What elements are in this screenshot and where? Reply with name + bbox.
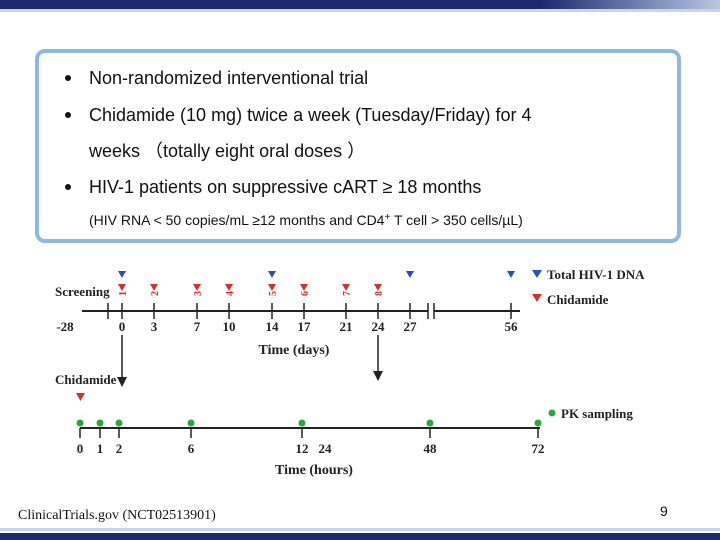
pk-sample-marker bbox=[426, 419, 434, 427]
dna-sample-marker bbox=[507, 271, 515, 278]
legend-label: PK sampling bbox=[561, 406, 633, 421]
dose-marker bbox=[118, 284, 126, 291]
day-tick-label: -28 bbox=[56, 319, 74, 334]
axis-title: Time (days) bbox=[259, 343, 330, 358]
legend-marker bbox=[532, 270, 542, 278]
dose-marker bbox=[225, 284, 233, 291]
dose-label: 1 bbox=[118, 291, 129, 296]
dose-label: 6 bbox=[300, 291, 311, 296]
legend-label: Chidamide bbox=[547, 292, 609, 307]
bullets: Non-randomized interventional trial Chid… bbox=[65, 68, 532, 228]
pk-sample-marker bbox=[298, 419, 306, 427]
axis-title: Time (hours) bbox=[275, 463, 353, 478]
bullet-box bbox=[35, 49, 681, 243]
dna-sample-marker bbox=[406, 271, 414, 278]
hour-tick-label: 48 bbox=[424, 441, 438, 456]
day-tick-label: 21 bbox=[340, 319, 353, 334]
legend-marker bbox=[548, 409, 556, 417]
pk-sample-marker bbox=[76, 419, 84, 427]
day-tick-label: 27 bbox=[404, 319, 418, 334]
dose-marker bbox=[150, 284, 158, 291]
day-tick-label: 7 bbox=[194, 319, 201, 334]
dose-marker bbox=[193, 284, 201, 291]
hour-tick-label: 12 bbox=[296, 441, 309, 456]
day-tick-label: 3 bbox=[151, 319, 158, 334]
day-tick-label: 56 bbox=[505, 319, 519, 334]
dose-label: 5 bbox=[268, 291, 279, 296]
note-part: T cell > 350 cells/µL) bbox=[390, 212, 522, 228]
dose-label: 3 bbox=[193, 291, 204, 296]
top-bar bbox=[0, 0, 720, 9]
bullet-text: weeks （totally eight oral doses ） bbox=[88, 141, 365, 161]
pk-sample-marker bbox=[187, 419, 195, 427]
bullet-dot bbox=[65, 75, 71, 81]
dose-marker bbox=[268, 284, 276, 291]
bullet-dot bbox=[65, 112, 71, 118]
dose-marker bbox=[342, 284, 350, 291]
dose-label: 2 bbox=[150, 291, 161, 296]
day-tick-label: 10 bbox=[223, 319, 236, 334]
hour-tick-label: 2 bbox=[116, 441, 123, 456]
hour-tick-label: 0 bbox=[77, 441, 84, 456]
screening-label: Screening bbox=[55, 284, 110, 299]
hour-tick-label: 24 bbox=[319, 441, 333, 456]
note-part: (HIV RNA < 50 copies/mL ≥12 months and C… bbox=[89, 212, 385, 228]
dose-marker bbox=[300, 284, 308, 291]
footer-source: ClinicalTrials.gov (NCT02513901) bbox=[18, 508, 216, 523]
pk-sample-marker bbox=[115, 419, 123, 427]
arrow-head bbox=[373, 371, 383, 381]
top-bar-strip bbox=[0, 9, 720, 12]
legend-marker bbox=[532, 294, 542, 302]
dna-sample-marker bbox=[118, 271, 126, 278]
arrow-head bbox=[117, 377, 127, 387]
bullet-dot bbox=[65, 184, 71, 190]
bottom-bar bbox=[0, 533, 720, 540]
note: (HIV RNA < 50 copies/mL ≥12 months and C… bbox=[89, 212, 523, 228]
note-sup: + bbox=[384, 212, 390, 223]
bullet-text: Chidamide (10 mg) twice a week (Tuesday/… bbox=[89, 105, 532, 125]
bottom-strip bbox=[0, 528, 720, 531]
dose-marker bbox=[76, 393, 85, 401]
pk-sample-marker bbox=[534, 419, 542, 427]
bullet-text: Non-randomized interventional trial bbox=[89, 68, 368, 88]
hour-tick-label: 6 bbox=[188, 441, 195, 456]
hour-tick-label: 72 bbox=[532, 441, 545, 456]
dose-label: 4 bbox=[225, 291, 236, 296]
bullet-text: HIV-1 patients on suppressive cART ≥ 18 … bbox=[89, 177, 481, 197]
dose-label: 8 bbox=[374, 291, 385, 296]
drug-label: Chidamide bbox=[55, 372, 117, 387]
day-tick-label: 17 bbox=[298, 319, 312, 334]
hour-tick-label: 1 bbox=[97, 441, 104, 456]
pk-sample-marker bbox=[96, 419, 104, 427]
day-tick-label: 0 bbox=[119, 319, 126, 334]
dose-label: 7 bbox=[342, 291, 353, 296]
dna-sample-marker bbox=[268, 271, 276, 278]
dose-marker bbox=[374, 284, 382, 291]
legend-label: Total HIV-1 DNA bbox=[547, 267, 645, 282]
day-tick-label: 14 bbox=[266, 319, 280, 334]
page-number: 9 bbox=[660, 503, 668, 519]
day-tick-label: 24 bbox=[372, 319, 386, 334]
